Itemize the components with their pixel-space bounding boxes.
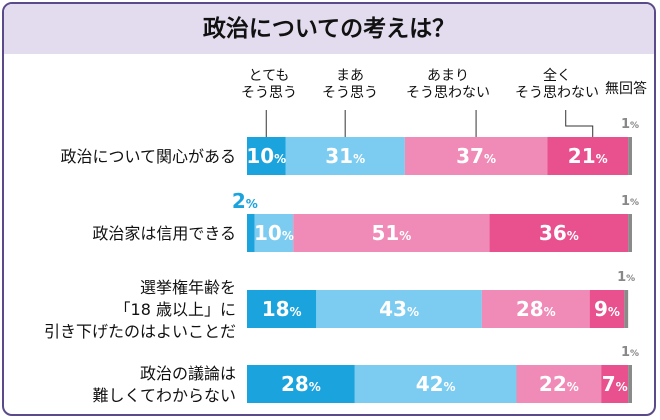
value-label: 9% [594, 297, 620, 321]
legend-label: そう思う [322, 85, 378, 101]
value-label: 36% [539, 221, 579, 245]
bar-segment [247, 290, 317, 328]
value-label: 10% [246, 144, 286, 168]
bar-segment [589, 290, 625, 328]
bar-segment [247, 365, 355, 403]
value-label: 18% [262, 297, 302, 321]
bar-segment [293, 214, 490, 252]
bar-segment [624, 290, 629, 328]
category-label: 政治の議論は [140, 364, 236, 383]
value-label: 51% [371, 221, 411, 245]
bar-segment [481, 290, 590, 328]
bar-segment [354, 365, 517, 403]
bar-segment [547, 137, 629, 175]
bar-segment [285, 137, 405, 175]
value-label: 28% [281, 372, 321, 396]
bar-segment [516, 365, 602, 403]
legend-label: まあ [336, 68, 364, 84]
bar-segment [628, 214, 632, 252]
title-band [4, 4, 654, 54]
value-label: 42% [416, 372, 456, 396]
legend-label: そう思わない [515, 85, 599, 101]
value-label: 22% [539, 372, 579, 396]
value-label: 2% [232, 189, 258, 213]
legend-leader-line [565, 110, 594, 137]
chart-title: 政治についての考えは？ [202, 16, 456, 42]
bar-segment [247, 137, 286, 175]
value-label: 1% [617, 270, 635, 285]
value-label: 43% [379, 297, 419, 321]
bar-segment [601, 365, 629, 403]
value-label: 10% [254, 221, 294, 245]
value-label: 28% [516, 297, 556, 321]
value-label: 1% [621, 194, 639, 209]
legend-label: 無回答 [605, 80, 647, 97]
category-label: 選挙権年齢を [140, 278, 236, 297]
value-label: 1% [621, 117, 639, 132]
value-label: 31% [325, 144, 365, 168]
bar-segment [247, 214, 255, 252]
legend-label: そう思う [241, 85, 297, 101]
category-label: 「18 歳以上」に [115, 300, 236, 319]
value-label: 7% [602, 372, 628, 396]
chart-frame: 政治についての考えは？ 政治について関心がある政治家は信用できる選挙権年齢を「1… [2, 2, 656, 416]
bar-segment [254, 214, 294, 252]
legend-label: とても [249, 68, 290, 84]
bar-segment [628, 365, 632, 403]
legend-label: あまり [427, 68, 469, 84]
bar-segment [628, 137, 632, 175]
value-label: 21% [568, 144, 608, 168]
bar-segment [489, 214, 629, 252]
legend-label: そう思わない [406, 85, 490, 101]
value-label: 37% [456, 144, 496, 168]
legend-label: 全く [543, 67, 571, 84]
category-label: 難しくてわからない [92, 386, 236, 405]
category-label: 政治家は信用できる [92, 224, 236, 243]
category-label: 引き下げたのはよいことだ [44, 322, 236, 341]
bar-segment [404, 137, 548, 175]
category-label: 政治について関心がある [60, 147, 236, 166]
value-label: 1% [621, 345, 639, 360]
bar-segment [316, 290, 482, 328]
